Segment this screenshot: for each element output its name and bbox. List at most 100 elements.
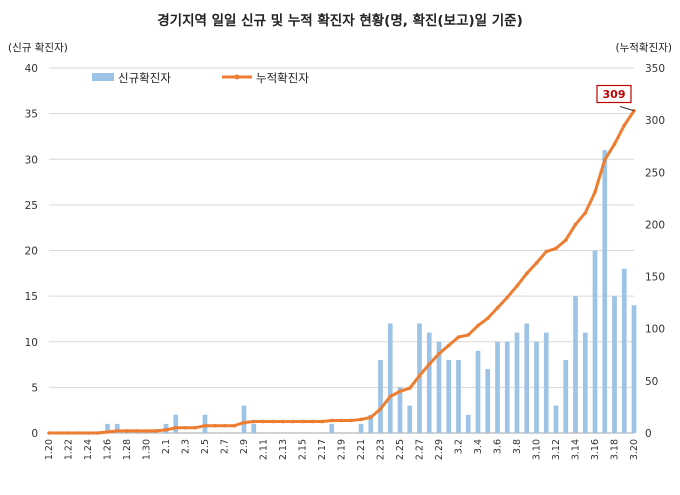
bar-new-cases-1.27 [114,423,120,433]
bar-new-cases-2.21 [358,423,364,433]
point-cumulative-2.25 [398,389,402,394]
point-cumulative-3.15 [583,211,588,215]
bar-new-cases-3.10 [534,341,539,433]
chart-title: 경기지역 일일 신규 및 누적 확진자 현황(명, 확진(보고)일 기준) [157,12,523,29]
left-tick-label: 5 [31,382,38,394]
point-cumulative-2.17 [320,419,324,424]
x-tick-label: 2.19 [337,439,348,460]
point-cumulative-2.15 [300,419,305,424]
bar-new-cases-2.28 [426,332,432,433]
x-tick-label: 1.20 [44,439,55,460]
line-series-cumulative [47,108,636,435]
point-cumulative-1.29 [134,429,139,433]
legend: 신규확진자 누적확진자 [92,71,309,85]
x-tick-label: 2.25 [395,439,406,460]
point-cumulative-1.28 [125,429,129,433]
bar-new-cases-3.15 [582,332,588,433]
left-tick-label: 15 [25,291,38,303]
point-cumulative-2.24 [388,394,393,399]
point-cumulative-3.13 [563,238,568,242]
point-cumulative-3.17 [602,157,607,162]
point-cumulative-2.3 [183,425,188,430]
bar-new-cases-3.8 [514,332,520,433]
point-cumulative-2.20 [349,418,354,423]
bar-new-cases-3.14 [573,296,578,433]
x-tick-label: 3.16 [590,439,601,460]
x-tick-label: 2.17 [317,439,328,460]
point-cumulative-3.9 [524,271,529,276]
bar-new-cases-3.20 [631,305,637,433]
right-tick-label: 50 [645,376,658,388]
point-cumulative-2.11 [261,419,266,424]
bar-new-cases-3.11 [543,332,549,433]
point-cumulative-1.25 [95,431,100,435]
point-cumulative-2.18 [329,418,334,423]
bar-new-cases-2.26 [407,405,413,433]
right-tick-label: 150 [645,272,665,284]
bar-new-cases-2.18 [329,423,335,433]
left-tick-label: 35 [25,109,38,121]
x-tick-label: 2.11 [259,439,270,460]
x-tick-label: 3.20 [629,439,640,460]
bar-new-cases-2.2 [173,414,179,433]
point-cumulative-1.26 [105,430,110,434]
left-tick-label: 10 [25,337,38,349]
bar-new-cases-3.3 [465,414,471,433]
point-cumulative-3.19 [622,123,627,128]
x-tick-label: 2.7 [220,439,231,454]
x-tick-label: 3.12 [551,439,562,460]
bar-new-cases-2.25 [397,387,403,433]
point-cumulative-2.21 [359,417,363,422]
point-cumulative-1.30 [144,429,149,433]
bar-new-cases-3.4 [475,350,481,433]
x-tick-label: 2.15 [298,439,309,460]
x-tick-label: 2.23 [376,439,387,460]
point-cumulative-3.10 [534,261,539,265]
point-cumulative-1.27 [115,429,120,433]
left-tick-label: 0 [31,428,38,440]
point-cumulative-2.13 [281,419,285,424]
left-tick-label: 25 [25,200,38,212]
left-axis-unit: (신규 확진자) [8,41,68,54]
bar-new-cases-3.9 [524,323,530,433]
legend-marker-cumulative [234,74,240,80]
point-cumulative-1.22 [66,431,71,435]
x-axis-ticks: 1.20 1.22 1.24 1.26 1.28 1.30 2.1 2.3 2.5 2.7 2.9 2… [44,439,640,460]
x-tick-label: 3.4 [473,439,484,454]
point-cumulative-2.26 [407,386,412,390]
point-cumulative-2.9 [242,420,246,425]
x-tick-label: 3.8 [512,439,523,454]
right-tick-label: 0 [645,428,652,440]
x-tick-label: 2.27 [415,439,426,460]
point-cumulative-2.22 [368,415,373,420]
point-cumulative-3.18 [612,142,617,146]
bar-new-cases-2.10 [251,423,257,433]
legend-swatch-new-cases [92,73,114,81]
point-cumulative-2.7 [222,423,227,428]
point-cumulative-2.2 [173,425,178,430]
point-cumulative-2.14 [290,419,295,424]
point-cumulative-2.4 [193,425,198,430]
x-tick-label: 2.9 [239,439,250,454]
x-tick-label: 3.14 [571,439,582,460]
bar-new-cases-3.17 [602,150,608,433]
right-tick-label: 250 [645,167,665,179]
point-cumulative-3.14 [573,222,578,227]
point-cumulative-3.6 [495,306,500,310]
x-tick-label: 1.26 [103,439,114,460]
right-axis-unit: (누적확진자) [616,41,673,54]
legend-label-new-cases: 신규확진자 [118,71,171,85]
point-cumulative-2.29 [437,351,441,356]
x-tick-label: 2.3 [181,439,192,454]
x-tick-label: 1.22 [64,439,75,460]
bar-series-new-cases [105,150,637,433]
point-cumulative-3.5 [485,316,490,321]
x-tick-label: 2.1 [161,439,172,454]
right-tick-label: 100 [645,324,665,336]
point-cumulative-3.1 [446,343,451,348]
bar-new-cases-3.12 [553,405,559,433]
bar-new-cases-2.23 [378,360,383,433]
point-cumulative-1.23 [76,431,81,435]
point-cumulative-2.16 [310,419,315,424]
